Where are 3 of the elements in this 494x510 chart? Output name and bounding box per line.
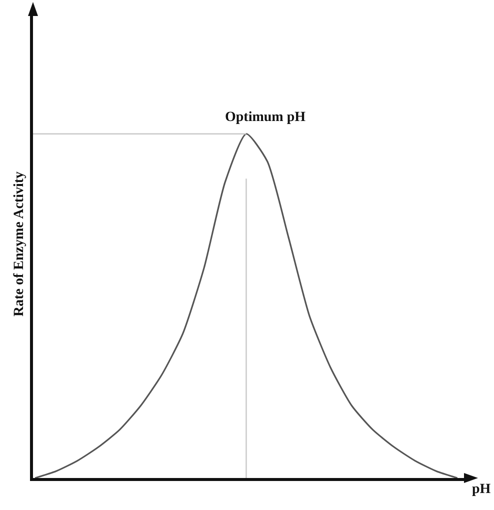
y-axis-title: Rate of Enzyme Activity bbox=[12, 171, 27, 317]
text: Optimum pH bbox=[225, 110, 306, 125]
x-axis-title: pH bbox=[472, 482, 491, 497]
